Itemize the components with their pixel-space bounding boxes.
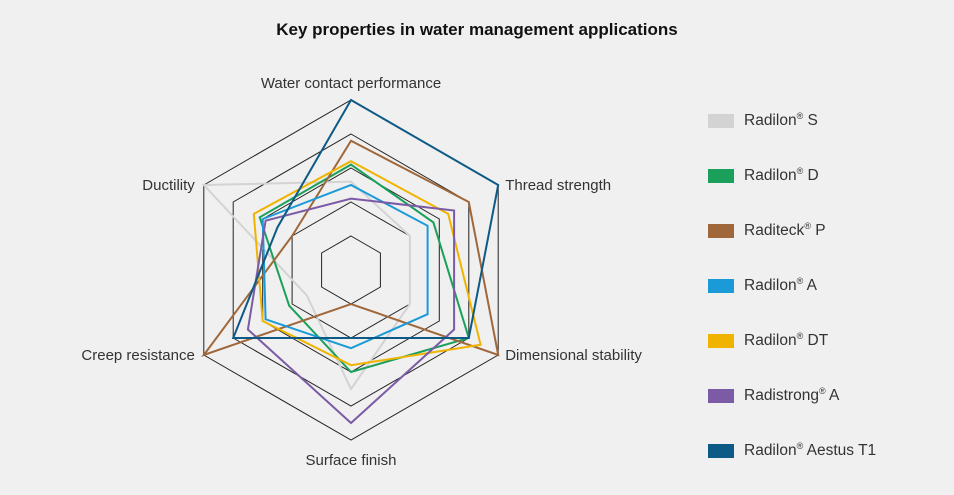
legend-item: Radilon® Aestus T1 — [708, 423, 876, 478]
axis-label-6: Ductility — [142, 177, 195, 194]
legend-label: Radistrong® A — [744, 386, 839, 405]
legend-suffix: P — [810, 222, 826, 240]
registered-mark: ® — [804, 220, 811, 231]
legend-name: Radilon — [744, 277, 797, 295]
legend-swatch — [708, 168, 734, 183]
legend-swatch — [708, 443, 734, 458]
legend-item: Raditeck® P — [708, 203, 876, 258]
legend-item: Radistrong® A — [708, 368, 876, 423]
series-line-1 — [201, 180, 411, 391]
grid-ring-1 — [321, 235, 381, 305]
series-line-5 — [252, 160, 482, 367]
series-line-7 — [231, 98, 500, 339]
registered-mark: ® — [796, 440, 804, 451]
legend-swatch — [708, 278, 734, 293]
legend-suffix: DT — [803, 332, 829, 350]
registered-mark: ® — [796, 275, 804, 286]
legend-label: Radilon® DT — [744, 331, 828, 350]
legend-label: Raditeck® P — [744, 221, 826, 240]
legend-item: Radilon® A — [708, 258, 876, 313]
axis-labels: Water contact performance Thread strength… — [81, 75, 642, 469]
legend-swatch — [708, 113, 734, 128]
legend: Radilon® S Radilon® D Raditeck® P Radilon® … — [708, 93, 876, 478]
series-line-3 — [201, 139, 500, 358]
series-line-2 — [258, 163, 471, 374]
legend-label: Radilon® A — [744, 276, 817, 295]
legend-label: Radilon® D — [744, 166, 819, 185]
legend-suffix: A — [825, 387, 840, 405]
legend-swatch — [708, 388, 734, 403]
registered-mark: ® — [818, 385, 826, 396]
registered-mark: ® — [796, 165, 804, 176]
legend-item: Radilon® S — [708, 93, 876, 148]
legend-suffix: A — [803, 277, 817, 295]
registered-mark: ® — [796, 330, 804, 341]
legend-item: Radilon® DT — [708, 313, 876, 368]
axis-label-5: Creep resistance — [81, 347, 194, 364]
legend-swatch — [708, 333, 734, 348]
legend-name: Radilon — [744, 167, 797, 185]
series-line-4 — [261, 183, 429, 350]
legend-item: Radilon® D — [708, 148, 876, 203]
legend-name: Radilon — [744, 442, 797, 460]
radar-series — [201, 98, 500, 425]
legend-label: Radilon® S — [744, 111, 818, 130]
legend-label: Radilon® Aestus T1 — [744, 441, 876, 460]
legend-suffix: D — [803, 167, 819, 185]
legend-name: Radistrong — [744, 387, 819, 405]
axis-label-1: Water contact performance — [261, 75, 441, 92]
axis-label-2: Thread strength — [505, 177, 611, 194]
legend-name: Radilon — [744, 112, 797, 130]
series-line-6 — [246, 197, 456, 425]
legend-name: Raditeck — [744, 222, 805, 240]
axis-label-4: Surface finish — [306, 452, 397, 469]
registered-mark: ® — [796, 110, 804, 121]
axis-label-3: Dimensional stability — [505, 347, 642, 364]
legend-swatch — [708, 223, 734, 238]
legend-name: Radilon — [744, 332, 797, 350]
legend-suffix: Aestus T1 — [803, 442, 877, 460]
chart-title: Key properties in water management appli… — [276, 20, 678, 39]
legend-suffix: S — [803, 112, 818, 130]
